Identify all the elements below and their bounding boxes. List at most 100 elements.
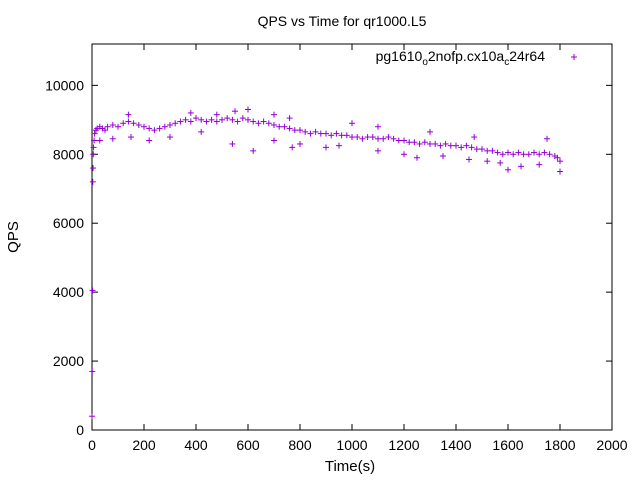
data-point-87 [484, 147, 491, 154]
x-tick-label-8: 1600 [492, 437, 523, 453]
data-point-79 [442, 140, 449, 147]
data-point-114 [167, 134, 173, 141]
data-point-33 [203, 118, 210, 125]
data-point-121 [323, 144, 329, 151]
data-point-61 [349, 134, 355, 141]
y-tick-label-1: 2000 [53, 353, 84, 369]
data-point-23 [151, 127, 158, 134]
data-point-134 [544, 135, 550, 142]
data-point-84 [468, 144, 475, 151]
data-point-133 [557, 168, 563, 175]
legend: pg1610o2nofp.cx10ac24r64 [376, 48, 577, 68]
data-point-103 [125, 111, 132, 118]
data-point-90 [499, 151, 506, 158]
data-point-86 [479, 146, 485, 153]
data-point-74 [416, 140, 423, 147]
data-point-65 [369, 134, 376, 141]
x-axis: 0 200 400 600 800 1000 1200 1400 1600 1800 2000 [88, 44, 628, 453]
chart-title: QPS vs Time for qr1000.L5 [258, 13, 427, 29]
data-point-113 [146, 137, 153, 144]
data-point-72 [406, 139, 413, 146]
data-point-102 [557, 158, 563, 165]
x-tick-label-10: 2000 [596, 437, 627, 453]
data-point-0 [89, 413, 95, 420]
data-point-19 [130, 120, 137, 127]
legend-marker-symbol [571, 54, 577, 60]
data-point-110 [96, 137, 103, 144]
data-point-126 [440, 153, 446, 160]
data-point-13 [102, 127, 108, 134]
data-point-42 [250, 118, 257, 125]
data-point-66 [375, 135, 381, 142]
data-point-130 [505, 166, 511, 173]
y-axis-label: QPS [5, 221, 22, 253]
data-point-99 [546, 151, 553, 158]
y-tick-label-0: 0 [76, 422, 84, 438]
data-point-49 [286, 125, 293, 132]
data-point-60 [343, 132, 350, 139]
data-point-2 [89, 287, 96, 294]
data-point-98 [541, 149, 548, 156]
data-point-41 [245, 116, 251, 123]
data-point-1 [89, 368, 96, 375]
data-point-38 [229, 116, 236, 123]
y-tick-label-5: 10000 [45, 77, 84, 93]
data-point-22 [146, 125, 153, 132]
data-point-119 [289, 144, 296, 151]
data-point-55 [317, 130, 324, 137]
data-point-59 [338, 132, 345, 139]
data-point-5 [90, 151, 97, 158]
data-point-34 [208, 116, 215, 123]
plot-frame [91, 43, 613, 431]
x-tick-label-5: 1000 [336, 437, 367, 453]
data-point-85 [473, 146, 480, 153]
data-point-17 [120, 120, 127, 127]
data-point-88 [489, 147, 496, 154]
data-point-111 [109, 135, 116, 142]
data-point-27 [172, 120, 179, 127]
data-point-105 [213, 111, 220, 118]
data-point-115 [198, 128, 205, 135]
data-point-83 [463, 142, 470, 149]
data-point-25 [161, 123, 168, 130]
data-point-138 [349, 120, 355, 127]
data-point-77 [432, 140, 439, 147]
data-point-47 [276, 123, 283, 130]
data-point-50 [291, 127, 298, 134]
data-point-112 [128, 134, 134, 141]
data-point-106 [232, 108, 238, 115]
x-tick-label-6: 1200 [388, 437, 419, 453]
data-point-96 [531, 149, 537, 156]
y-axis: 0 2000 4000 6000 8000 10000 [45, 77, 612, 438]
data-point-64 [364, 134, 371, 141]
data-point-7 [91, 137, 98, 144]
data-point-20 [135, 121, 142, 128]
data-point-69 [390, 135, 397, 142]
data-point-32 [198, 116, 205, 123]
data-point-124 [401, 151, 407, 158]
y-tick-label-4: 8000 [53, 146, 84, 162]
data-point-91 [505, 149, 511, 156]
data-point-132 [536, 161, 543, 168]
data-points [89, 106, 563, 420]
data-point-48 [281, 123, 288, 130]
data-point-120 [297, 140, 303, 147]
data-point-46 [271, 121, 277, 128]
data-point-24 [156, 125, 163, 132]
data-point-108 [271, 111, 277, 118]
data-point-36 [219, 116, 225, 123]
data-point-58 [333, 130, 340, 137]
data-point-26 [167, 121, 173, 128]
data-point-57 [328, 132, 335, 139]
data-point-29 [182, 116, 189, 123]
data-point-63 [359, 135, 366, 142]
data-point-37 [224, 115, 231, 122]
x-tick-label-1: 200 [132, 437, 156, 453]
x-tick-label-3: 600 [236, 437, 260, 453]
data-point-101 [554, 154, 561, 161]
data-point-76 [427, 140, 433, 147]
data-point-104 [187, 109, 194, 116]
data-point-125 [414, 154, 420, 161]
data-point-16 [115, 123, 121, 130]
data-point-31 [193, 115, 199, 122]
